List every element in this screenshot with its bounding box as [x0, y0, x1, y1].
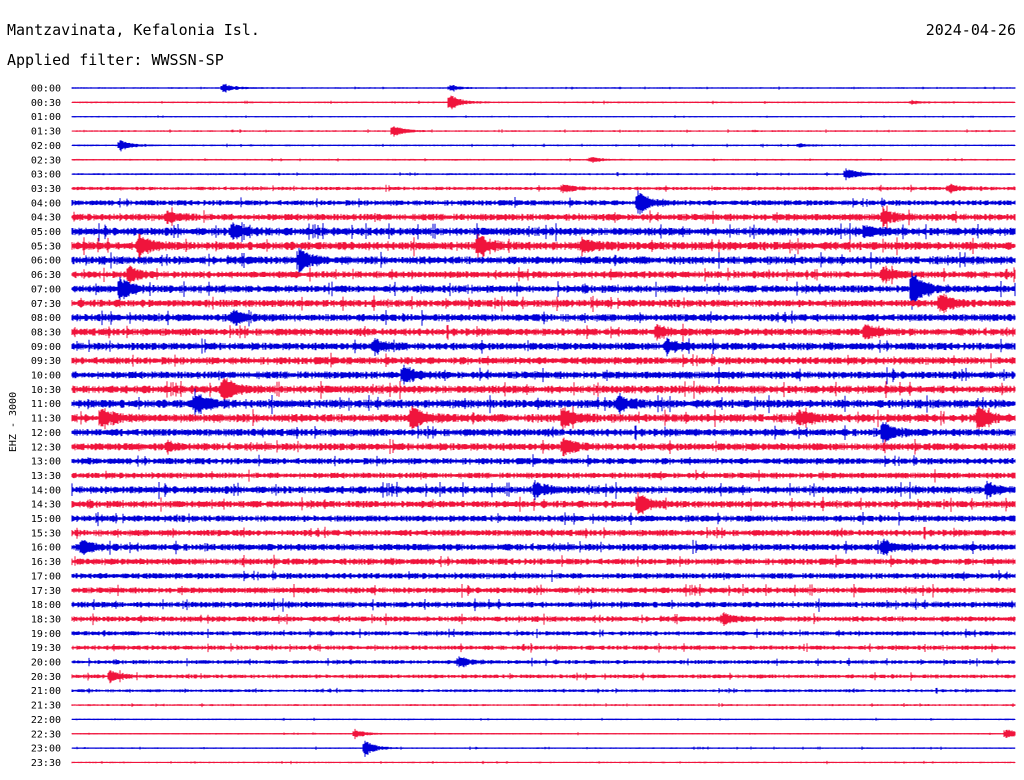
filter-label: Applied filter: WWSSN-SP [7, 51, 224, 69]
row-time-label: 07:00 [31, 284, 61, 295]
row-time-label: 13:00 [31, 457, 61, 468]
row-time-label: 12:00 [31, 428, 61, 439]
row-label-group: 00:00 00:30 01:00 01:30 02:00 02:30 03:00 03:30… [31, 84, 61, 769]
row-time-label: 17:00 [31, 571, 61, 582]
row-time-label: 20:30 [31, 672, 61, 683]
row-time-label: 05:00 [31, 227, 61, 238]
station-title: Mantzavinata, Kefalonia Isl. [7, 21, 260, 39]
row-time-label: 15:30 [31, 528, 61, 539]
row-time-label: 18:00 [31, 600, 61, 611]
row-time-label: 20:00 [31, 658, 61, 669]
trace-group [71, 83, 1016, 765]
row-time-label: 01:30 [31, 127, 61, 138]
channel-label: EHZ - 3000 [8, 392, 19, 452]
row-time-label: 01:00 [31, 112, 61, 123]
row-time-label: 04:00 [31, 198, 61, 209]
row-time-label: 08:00 [31, 313, 61, 324]
row-time-label: 22:30 [31, 729, 61, 740]
row-time-label: 04:30 [31, 213, 61, 224]
row-time-label: 02:00 [31, 141, 61, 152]
row-time-label: 17:30 [31, 586, 61, 597]
row-time-label: 06:00 [31, 256, 61, 267]
row-time-label: 11:00 [31, 399, 61, 410]
row-time-label: 10:00 [31, 371, 61, 382]
row-time-label: 03:30 [31, 184, 61, 195]
row-time-label: 10:30 [31, 385, 61, 396]
row-time-label: 08:30 [31, 327, 61, 338]
row-time-label: 16:30 [31, 557, 61, 568]
row-time-label: 14:00 [31, 485, 61, 496]
trace-line [71, 323, 1016, 342]
row-time-label: 19:30 [31, 643, 61, 654]
row-time-label: 00:00 [31, 84, 61, 95]
trace-line [71, 205, 1016, 231]
row-time-label: 13:30 [31, 471, 61, 482]
row-time-label: 16:00 [31, 543, 61, 554]
row-time-label: 07:30 [31, 299, 61, 310]
row-time-label: 22:00 [31, 715, 61, 726]
row-time-label: 09:00 [31, 342, 61, 353]
row-time-label: 18:30 [31, 614, 61, 625]
row-time-label: 14:30 [31, 500, 61, 511]
trace-line [71, 491, 1016, 515]
trace-line [71, 247, 1016, 275]
row-time-label: 05:30 [31, 241, 61, 252]
row-time-label: 06:30 [31, 270, 61, 281]
trace-line [71, 337, 1016, 357]
row-time-label: 00:30 [31, 98, 61, 109]
row-time-label: 21:00 [31, 686, 61, 697]
row-time-label: 12:30 [31, 442, 61, 453]
date-label: 2024-04-26 [925, 21, 1016, 39]
row-time-label: 21:30 [31, 701, 61, 712]
trace-line [71, 233, 1016, 260]
row-time-label: 03:00 [31, 170, 61, 181]
row-time-label: 19:00 [31, 629, 61, 640]
row-time-label: 23:30 [31, 758, 61, 769]
row-time-label: 15:00 [31, 514, 61, 525]
row-time-label: 11:30 [31, 414, 61, 425]
row-time-label: 02:30 [31, 155, 61, 166]
trace-line [71, 740, 1016, 757]
row-time-label: 09:30 [31, 356, 61, 367]
row-time-label: 23:00 [31, 744, 61, 755]
